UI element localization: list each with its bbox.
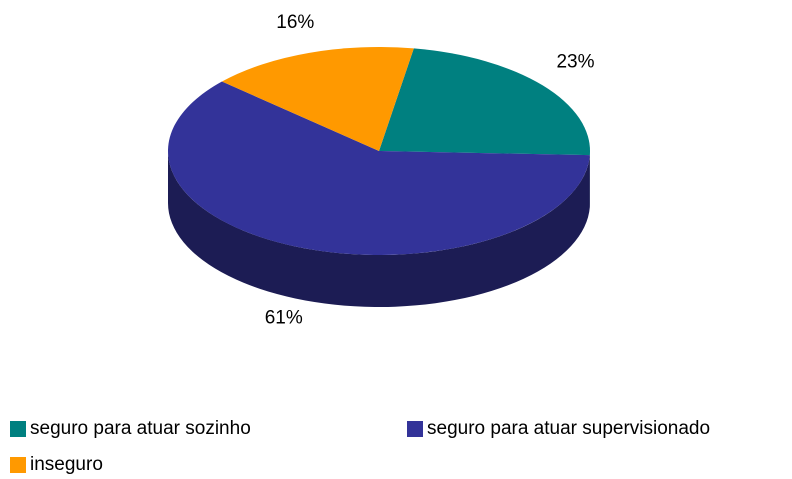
legend-label: seguro para atuar supervisionado: [427, 418, 710, 439]
data-label: 23%: [556, 51, 594, 72]
pie-slice: [379, 48, 590, 156]
pie-side: [168, 151, 590, 308]
pie-slice: [221, 47, 414, 152]
legend-swatch: [10, 421, 26, 437]
pie-slice: [168, 81, 590, 255]
data-label: 16%: [276, 12, 314, 33]
legend-label: inseguro: [30, 454, 103, 475]
data-label: 61%: [265, 308, 303, 329]
legend-swatch: [407, 421, 423, 437]
legend-swatch: [10, 457, 26, 473]
legend-label: seguro para atuar sozinho: [30, 418, 251, 439]
